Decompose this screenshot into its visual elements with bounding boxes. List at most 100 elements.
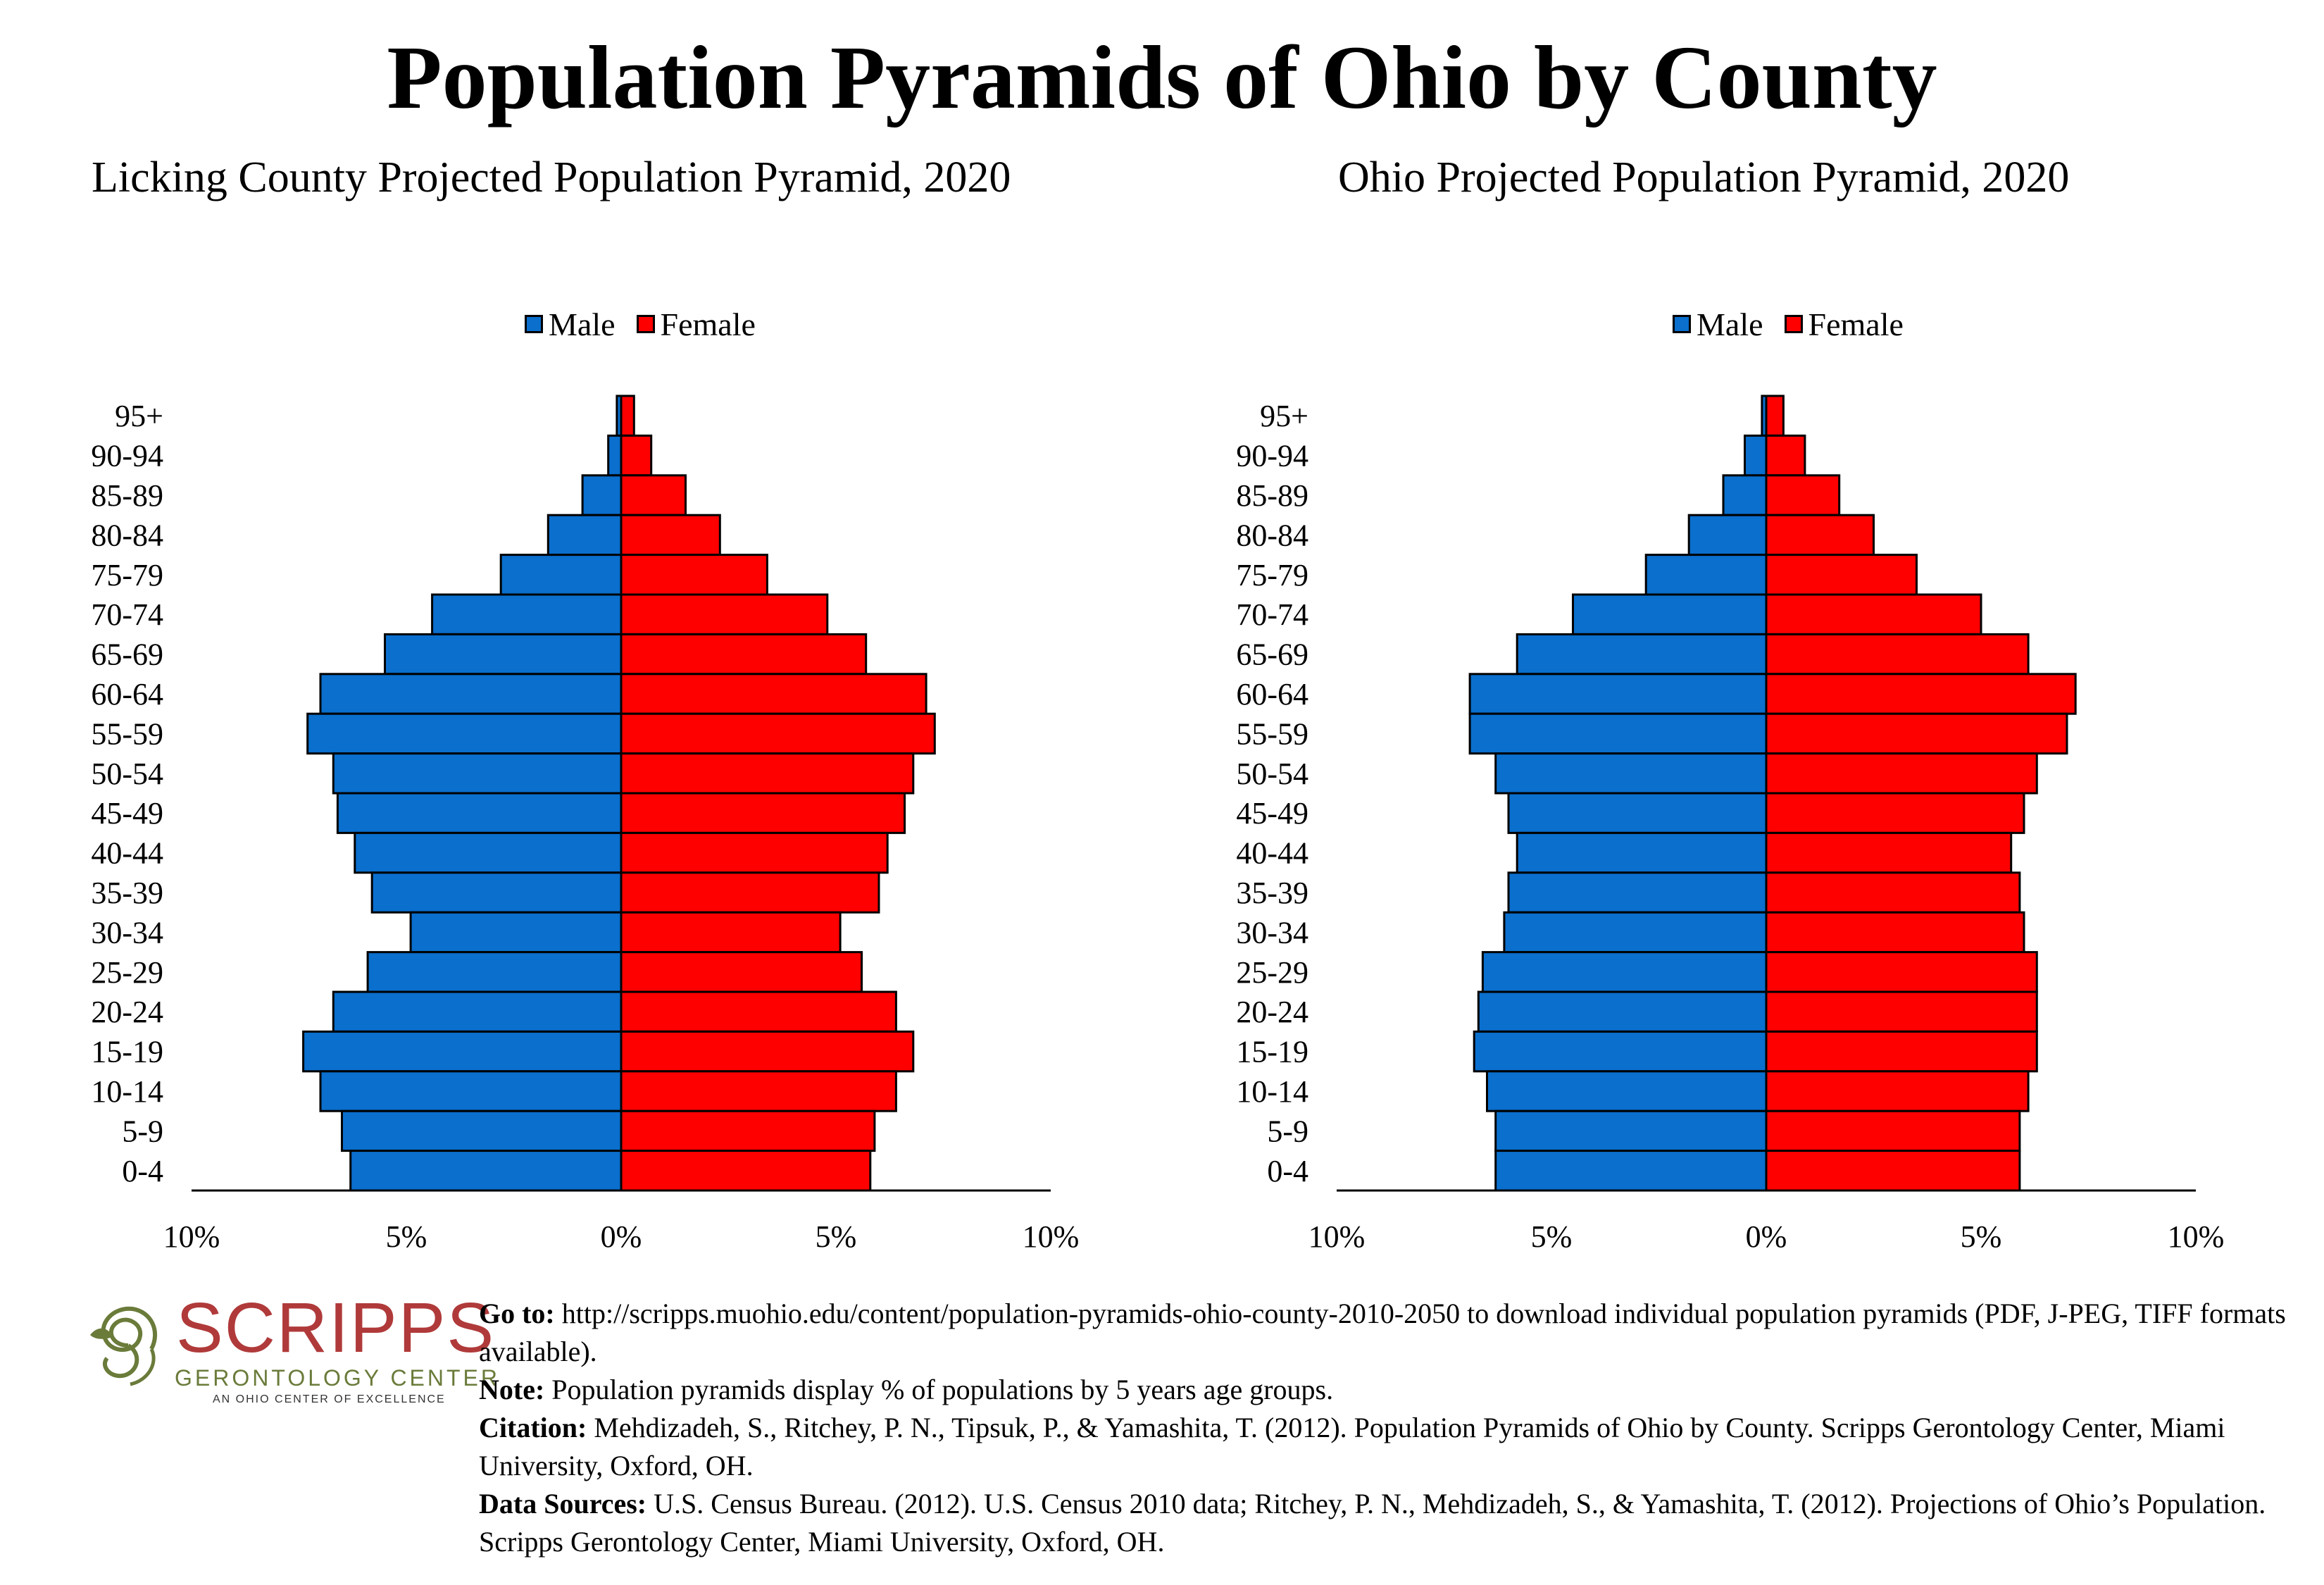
bar-male-0-4 xyxy=(349,1150,623,1192)
age-label: 5-9 xyxy=(122,1114,163,1148)
population-note: Note: Population pyramids display % of p… xyxy=(479,1371,2303,1409)
logo-wordmark: SCRIPPS xyxy=(176,1288,496,1367)
bar-female-60-64 xyxy=(620,673,927,715)
bar-male-10-14 xyxy=(319,1070,623,1112)
legend-swatch-female xyxy=(636,315,655,333)
bar-female-10-14 xyxy=(620,1070,897,1112)
bar-male-20-24 xyxy=(332,990,623,1033)
bar-male-55-59 xyxy=(1468,712,1768,755)
bar-female-0-4 xyxy=(620,1150,872,1192)
age-label: 20-24 xyxy=(91,995,163,1029)
age-label: 55-59 xyxy=(91,716,163,751)
bar-male-65-69 xyxy=(1516,633,1768,676)
bar-female-20-24 xyxy=(1765,990,2038,1033)
bar-female-95+ xyxy=(1765,394,1785,437)
bar-female-40-44 xyxy=(620,831,889,874)
age-label: 60-64 xyxy=(91,677,163,711)
bar-female-30-34 xyxy=(620,911,842,954)
age-label: 15-19 xyxy=(1236,1035,1308,1069)
scripps-logo: SCRIPPS GERONTOLOGY CENTER AN OHIO CENTE… xyxy=(85,1289,497,1405)
x-tick-label: 5% xyxy=(816,1219,857,1254)
age-label: 25-29 xyxy=(1236,955,1308,990)
goto-note: Go to: http://scripps.muohio.edu/content… xyxy=(479,1295,2303,1371)
legend-label-male: Male xyxy=(1697,306,1763,342)
pyramid-charts: 95+ 90-94 85-89 80-84 75-79 70-74 65-69 60-64 55… xyxy=(91,394,2224,1254)
bar-male-60-64 xyxy=(1468,673,1768,715)
sources-note: Data Sources: U.S. Census Bureau. (2012)… xyxy=(479,1485,2303,1561)
bar-female-65-69 xyxy=(1765,633,2030,676)
age-label: 65-69 xyxy=(91,638,163,672)
legend-item-male: Male xyxy=(525,306,616,343)
bar-male-70-74 xyxy=(431,593,623,635)
bar-male-55-59 xyxy=(306,712,623,755)
bar-male-80-84 xyxy=(1687,514,1768,557)
goto-label: Go to: xyxy=(479,1298,555,1329)
chart-title-licking: Licking County Projected Population Pyra… xyxy=(92,154,1011,201)
citation-text: Mehdizadeh, S., Ritchey, P. N., Tipsuk, … xyxy=(479,1412,2225,1481)
x-tick-label: 0% xyxy=(1746,1219,1787,1254)
x-tick-label: 5% xyxy=(1531,1219,1573,1254)
age-label: 70-74 xyxy=(1236,597,1308,632)
age-label: 40-44 xyxy=(91,836,163,871)
age-label: 65-69 xyxy=(1236,638,1308,672)
bar-male-65-69 xyxy=(384,633,623,676)
bar-male-25-29 xyxy=(366,951,623,993)
age-label: 15-19 xyxy=(91,1035,163,1069)
bar-female-80-84 xyxy=(620,514,721,557)
bar-male-50-54 xyxy=(332,752,623,795)
bar-female-90-94 xyxy=(1765,434,1806,477)
bar-male-0-4 xyxy=(1494,1150,1768,1192)
age-label: 75-79 xyxy=(91,558,163,592)
bar-male-25-29 xyxy=(1481,951,1768,993)
x-tick-label: 10% xyxy=(1023,1219,1080,1254)
x-tick-label: 5% xyxy=(386,1219,427,1254)
bar-female-15-19 xyxy=(1765,1030,2038,1073)
age-label: 85-89 xyxy=(1236,478,1308,513)
bar-male-20-24 xyxy=(1477,990,1768,1033)
bar-female-70-74 xyxy=(1765,593,1982,635)
note-text: Population pyramids display % of populat… xyxy=(544,1374,1334,1405)
bar-female-40-44 xyxy=(1765,831,2013,874)
age-label: 30-34 xyxy=(1236,915,1308,950)
sources-label: Data Sources: xyxy=(479,1488,647,1519)
legend-item-female: Female xyxy=(636,306,756,343)
bar-female-80-84 xyxy=(1765,514,1875,557)
age-label: 45-49 xyxy=(1236,796,1308,831)
age-label: 90-94 xyxy=(1236,439,1308,473)
age-label: 95+ xyxy=(115,399,163,433)
legend-label-male: Male xyxy=(549,306,616,342)
citation-note: Citation: Mehdizadeh, S., Ritchey, P. N.… xyxy=(479,1409,2303,1485)
bar-male-75-79 xyxy=(499,554,623,596)
age-label: 60-64 xyxy=(1236,677,1308,711)
logo-tagline: AN OHIO CENTER OF EXCELLENCE xyxy=(213,1393,446,1405)
legend-item-female: Female xyxy=(1784,306,1904,343)
age-label: 85-89 xyxy=(91,478,163,513)
bar-female-75-79 xyxy=(620,554,768,596)
bar-male-45-49 xyxy=(336,792,623,834)
age-label: 80-84 xyxy=(1236,518,1308,552)
x-tick-label: 10% xyxy=(1308,1219,1366,1254)
age-label: 0-4 xyxy=(1267,1154,1308,1188)
bar-female-75-79 xyxy=(1765,554,1918,596)
bar-female-60-64 xyxy=(1765,673,2077,715)
sources-text: U.S. Census Bureau. (2012). U.S. Census … xyxy=(479,1488,2266,1558)
goto-text: http://scripps.muohio.edu/content/popula… xyxy=(479,1298,2286,1367)
chart-title-ohio: Ohio Projected Population Pyramid, 2020 xyxy=(1338,154,2070,201)
bar-male-35-39 xyxy=(1507,871,1768,914)
age-label: 30-34 xyxy=(91,915,163,950)
age-label: 90-94 xyxy=(91,439,163,473)
age-label: 10-14 xyxy=(91,1074,163,1109)
bar-male-45-49 xyxy=(1507,792,1768,834)
bar-female-85-89 xyxy=(620,474,687,516)
bar-male-30-34 xyxy=(409,911,623,954)
age-label: 5-9 xyxy=(1267,1114,1308,1148)
spiral-leaf-icon xyxy=(90,1306,158,1386)
bar-female-35-39 xyxy=(1765,871,2021,914)
x-tick-label: 0% xyxy=(601,1219,642,1254)
legend-swatch-male xyxy=(1673,315,1691,333)
bar-female-45-49 xyxy=(1765,792,2025,834)
bar-male-30-34 xyxy=(1503,911,1768,954)
bar-female-0-4 xyxy=(1765,1150,2021,1192)
bar-female-55-59 xyxy=(620,712,936,755)
bar-female-10-14 xyxy=(1765,1070,2030,1112)
